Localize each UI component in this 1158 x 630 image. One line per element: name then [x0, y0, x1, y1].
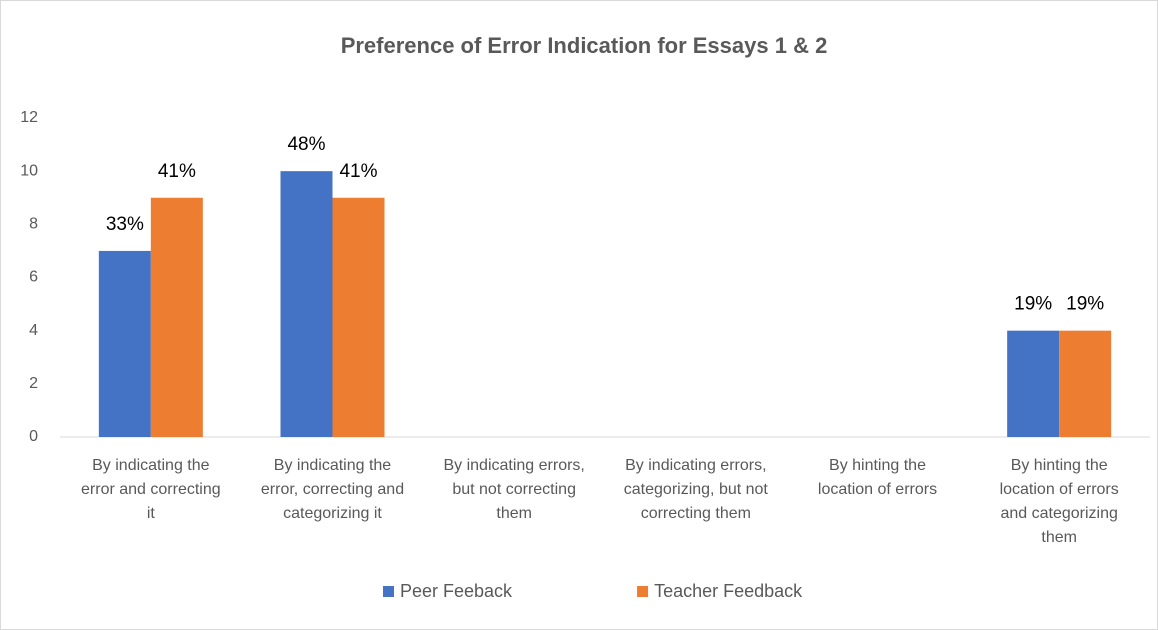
x-tick-label: By indicating errors, but not correcting t… [443, 457, 584, 522]
x-tick-label: By indicating errors, categorizing, but n… [624, 457, 769, 522]
x-tick-label: By indicating the error, correcting and ca… [261, 457, 404, 522]
x-tick-label: By hinting the location of errors and cate… [1000, 457, 1119, 546]
bar [280, 171, 333, 437]
bar [150, 197, 203, 437]
y-tick-label: 10 [20, 162, 38, 179]
y-tick-label: 12 [20, 109, 38, 126]
y-tick-label: 4 [29, 322, 38, 339]
bar [1059, 330, 1112, 437]
y-tick-label: 0 [29, 428, 38, 445]
data-label: 41% [158, 161, 196, 182]
y-tick-label: 2 [29, 375, 38, 392]
legend-swatch [637, 586, 649, 597]
y-tick-label: 6 [29, 269, 38, 286]
y-tick-label: 8 [29, 216, 38, 233]
data-label: 19% [1066, 294, 1104, 315]
bar [1007, 330, 1060, 437]
data-label: 33% [106, 214, 144, 235]
legend-label: Peer Feeback [400, 581, 513, 601]
x-tick-label: By hinting the location of errors [818, 457, 937, 498]
bar [98, 250, 151, 437]
data-label: 41% [339, 161, 377, 182]
legend-label: Teacher Feedback [654, 581, 803, 601]
x-tick-label: By indicating the error and correcting it [81, 457, 221, 522]
bar [332, 197, 385, 437]
data-label: 48% [287, 134, 325, 155]
legend-swatch [383, 586, 394, 597]
chart-title: Preference of Error Indication for Essay… [341, 33, 828, 58]
data-label: 19% [1014, 294, 1052, 315]
